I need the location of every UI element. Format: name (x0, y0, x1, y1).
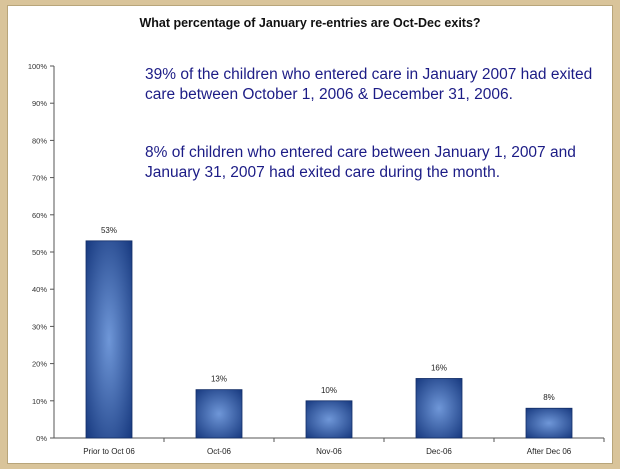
data-label: 10% (321, 386, 337, 395)
x-tick-label: After Dec 06 (527, 447, 572, 456)
bar (305, 400, 353, 439)
x-tick-label: Dec-06 (426, 447, 452, 456)
x-tick-label: Oct-06 (207, 447, 232, 456)
y-tick-label: 50% (32, 248, 47, 257)
data-label: 53% (101, 226, 117, 235)
annotation-january-exits: 8% of children who entered care between … (145, 144, 576, 181)
y-tick-label: 40% (32, 285, 47, 294)
bar-chart: 0% 10% 20% 30% 40% 50% 60% 70% 80% 90% 100% 53% Pri… (28, 62, 605, 456)
chart-title: What percentage of January re-entries ar… (139, 16, 481, 30)
annotation-re-entries-oct-dec: 39% of the children who entered care in … (145, 66, 593, 103)
bar (195, 389, 243, 439)
data-label: 16% (431, 363, 447, 372)
x-tick-label: Prior to Oct 06 (83, 447, 135, 456)
bar (85, 240, 133, 439)
y-tick-label: 60% (32, 211, 47, 220)
y-tick-label: 80% (32, 136, 47, 145)
y-tick-label: 20% (32, 360, 47, 369)
data-label: 8% (543, 393, 555, 402)
y-tick-label: 0% (36, 434, 47, 443)
x-tick-label: Nov-06 (316, 447, 342, 456)
data-label: 13% (211, 375, 227, 384)
y-tick-label: 90% (32, 99, 47, 108)
y-tick-label: 10% (32, 397, 47, 406)
y-tick-label: 70% (32, 174, 47, 183)
bar (415, 378, 463, 439)
y-tick-label: 100% (28, 62, 48, 71)
chart-frame: 0% 10% 20% 30% 40% 50% 60% 70% 80% 90% 100% 53% Pri… (8, 6, 612, 463)
bar (525, 407, 573, 439)
y-tick-label: 30% (32, 322, 47, 331)
